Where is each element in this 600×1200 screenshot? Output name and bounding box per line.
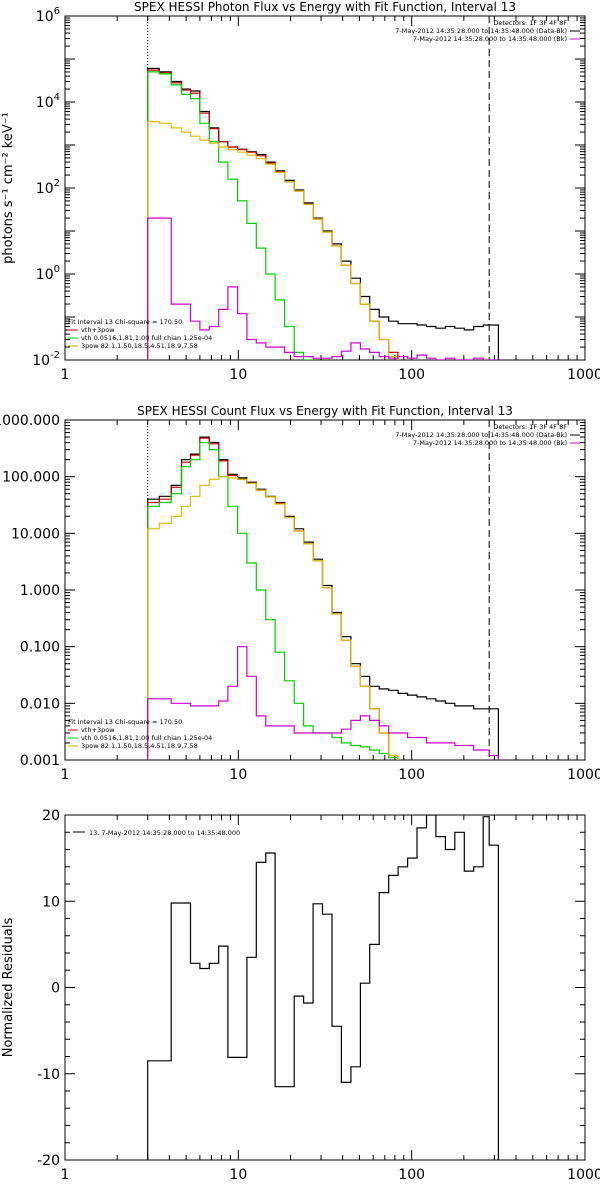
panel1-y-tick-exponent: 2: [54, 178, 60, 189]
panel3-x-tick-label: 100: [398, 1167, 425, 1183]
panel3-y-tick-label: 20: [42, 808, 60, 824]
panel3-series-1-line: [147, 815, 499, 1160]
panel1-series-4-line: [147, 121, 399, 360]
panel1-fit-legend-text: vth 0.0516,1.81,1.00 full chian 1.25e-04: [81, 334, 212, 342]
panel2-fit-legend-text: 3pow 82.1,1.50,18.5,4.51,18.9,7.58: [81, 742, 198, 750]
panel3-x-tick-label: 1: [61, 1167, 70, 1183]
panel2-series-5-line: [147, 646, 499, 760]
panel1-y-axis-label: photons s⁻¹ cm⁻² keV⁻¹: [1, 112, 16, 264]
panel1-legend-text: Detectors: 1F 3F 4F 8F: [493, 19, 567, 27]
panel2-y-tick-label: 0.001: [20, 753, 60, 769]
panel1-series-5-line: [147, 217, 499, 360]
panel2-y-tick-label: 0.100: [20, 640, 60, 656]
panel2-series-3-line: [147, 441, 399, 760]
panel3-y-tick-label: 10: [42, 894, 60, 910]
panel1-y-tick-label: 10-2: [32, 350, 60, 369]
panel1-y-tick-label: 106: [36, 6, 60, 25]
panel2-x-tick-label: 100: [398, 767, 425, 783]
panel3-legend-text: 13. 7-May-2012 14:35:28.000 to 14:35:48.…: [89, 829, 240, 837]
panel1-fit-legend-text: Fit Interval 13 Chi-square = 170.50: [68, 318, 182, 326]
panel2-y-tick-label: 0.010: [20, 696, 60, 712]
panel1-series-3-line: [147, 71, 313, 360]
panel2-x-tick-label: 10: [229, 767, 247, 783]
panel2-fit-legend-text: vth 0.0516,1.81,1.00 full chian 1.25e-04: [81, 734, 212, 742]
panel1-legend-text: 7-May-2012 14:35:28.000 to 14:35:48.000 …: [413, 35, 567, 43]
panel3-y-tick-label: -10: [37, 1067, 60, 1083]
panel2-series-1-line: [147, 436, 499, 760]
panel1-y-tick-exponent: -2: [50, 350, 60, 361]
panel2-legend-text: Detectors: 1F 3F 4F 8F: [493, 423, 567, 431]
panel2-legend-text: 7-May-2012 14:35:28.000 to 14:35:48.000 …: [395, 431, 567, 439]
panel3-x-tick-label: 1000: [567, 1167, 600, 1183]
panel3-y-axis-label: Normalized Residuals: [1, 918, 16, 1058]
panel3-y-tick-label: -20: [37, 1153, 60, 1169]
panel1-legend-text: 7-May-2012 14:35:28.000 to 14:35:48.000 …: [395, 27, 567, 35]
panel1-x-tick-label: 10: [229, 367, 247, 383]
panel2-y-tick-label: 1.000: [20, 583, 60, 599]
panel3-series-group: [147, 815, 499, 1160]
panel1-fit-legend-text: vth+3pow: [81, 326, 115, 334]
panel2-y-tick-label: 100.000: [2, 470, 60, 486]
panel2-x-tick-label: 1000: [567, 767, 600, 783]
panel2-chart: SPEX HESSI Count Flux vs Energy with Fit…: [0, 404, 600, 783]
panel1-series-group: [147, 67, 499, 360]
panel2-series-2-line: [147, 437, 399, 760]
panel3-x-tick-label: 10: [229, 1167, 247, 1183]
panel1-y-tick-exponent: 6: [54, 6, 60, 17]
panel1-x-tick-label: 100: [398, 367, 425, 383]
panel3-y-tick-label: 0: [51, 981, 60, 997]
panel1-x-tick-label: 1000: [567, 367, 600, 383]
panel1-y-tick-label: 102: [36, 178, 60, 197]
panel2-series-group: [147, 436, 499, 760]
panel1-y-tick-exponent: 0: [54, 264, 60, 275]
panel1-y-tick-exponent: 4: [54, 92, 60, 103]
panel2-x-tick-label: 1: [61, 767, 70, 783]
panel2-title: SPEX HESSI Count Flux vs Energy with Fit…: [137, 404, 513, 418]
panel1-fit-legend-text: 3pow 82.1,1.50,18.5,4.51,18.9,7.58: [81, 342, 198, 350]
panel1-x-tick-label: 1: [61, 367, 70, 383]
panel1-y-tick-label: 104: [36, 92, 60, 111]
panel2-legend-text: 7-May-2012 14:35:28.000 to 14:35:48.000 …: [413, 439, 567, 447]
panel2-fit-legend-text: vth+3pow: [81, 726, 115, 734]
panel2-fit-legend-text: Fit Interval 13 Chi-square = 170.50: [68, 718, 182, 726]
panel2-y-tick-label: 10.000: [11, 526, 60, 542]
panel1-y-tick-label: 100: [36, 264, 60, 283]
panel1-title: SPEX HESSI Photon Flux vs Energy with Fi…: [134, 0, 516, 14]
panel1-chart: SPEX HESSI Photon Flux vs Energy with Fi…: [1, 0, 600, 383]
panel2-y-tick-label: 1000.000: [0, 413, 60, 429]
panel3-plot-frame: [64, 814, 586, 1161]
panel2-plot-frame: [64, 419, 586, 761]
panel1-series-2-line: [147, 69, 399, 360]
panel2-series-4-line: [147, 476, 399, 760]
panel1-plot-frame: [64, 15, 586, 361]
